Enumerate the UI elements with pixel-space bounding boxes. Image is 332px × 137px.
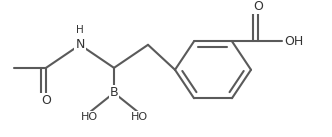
Text: B: B <box>110 86 118 99</box>
Text: H: H <box>76 25 84 35</box>
Text: OH: OH <box>285 35 304 48</box>
Text: HO: HO <box>80 112 98 122</box>
Text: HO: HO <box>130 112 147 122</box>
Text: O: O <box>253 0 263 13</box>
Text: O: O <box>41 94 51 107</box>
Text: N: N <box>75 38 85 51</box>
